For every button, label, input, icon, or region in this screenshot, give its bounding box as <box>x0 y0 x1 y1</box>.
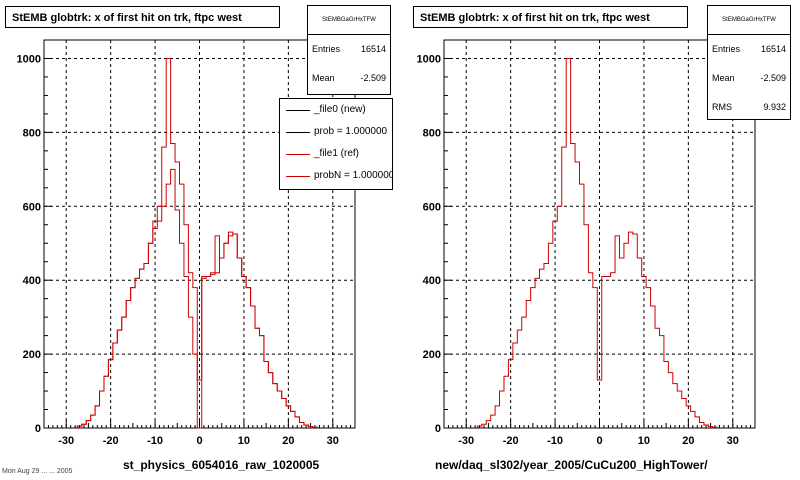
stats-box: StEMBGaGrHxTFW Entries 16514 Mean -2.509 <box>307 5 391 95</box>
stats-value: 16514 <box>360 44 386 54</box>
x-tick-label: 30 <box>727 435 739 447</box>
chart-title: StEMB globtrk: x of first hit on trk, ft… <box>413 6 688 28</box>
y-tick-label: 600 <box>423 201 441 213</box>
legend-swatch <box>286 132 310 133</box>
stats-label: Mean <box>712 73 735 83</box>
x-tick-label: -30 <box>58 435 74 447</box>
x-tick-label: -20 <box>103 435 119 447</box>
x-tick-label: -20 <box>503 435 519 447</box>
x-tick-label: 0 <box>196 435 202 447</box>
x-tick-label: 20 <box>282 435 294 447</box>
y-tick-label: 1000 <box>17 53 41 65</box>
stats-value: -2.509 <box>760 73 786 83</box>
stats-box: StEMBGaGrHxTFW Entries 16514 Mean -2.509… <box>707 5 791 120</box>
x-tick-label: 20 <box>682 435 694 447</box>
stats-header: StEMBGaGrHxTFW <box>308 6 390 35</box>
histogram-series-line <box>476 57 718 428</box>
legend-swatch <box>286 154 310 155</box>
legend-item: _file1 (ref) <box>280 143 392 165</box>
stats-row-entries: Entries 16514 <box>308 35 390 64</box>
stats-row-mean: Mean -2.509 <box>308 64 390 93</box>
stats-row-entries: Entries 16514 <box>708 35 790 64</box>
y-tick-label: 0 <box>435 423 441 435</box>
y-tick-label: 400 <box>23 275 41 287</box>
x-tick-label: 0 <box>596 435 602 447</box>
legend-label: prob = 1.000000 <box>314 126 388 137</box>
stats-label: Entries <box>312 44 341 54</box>
x-tick-label: -10 <box>547 435 563 447</box>
legend-label: _file0 (new) <box>314 104 366 115</box>
timestamp-footer: Mon Aug 29 ... ... 2005 <box>2 468 73 475</box>
y-tick-label: 600 <box>23 201 41 213</box>
stats-value: 9.932 <box>763 102 786 112</box>
x-axis-title: st_physics_6054016_raw_1020005 <box>123 458 320 472</box>
legend-item: probN = 1.000000 <box>280 165 392 187</box>
legend-item: _file0 (new) <box>280 99 392 121</box>
y-tick-label: 1000 <box>417 53 441 65</box>
stats-label: Mean <box>312 73 335 83</box>
y-tick-label: 400 <box>423 275 441 287</box>
histogram-panel-right: -30 -20 -10 0 10 20 30 0 200 400 600 800 1000 StEMB … <box>400 0 800 480</box>
y-tick-label: 800 <box>23 127 41 139</box>
x-tick-label: 10 <box>638 435 650 447</box>
stats-value: 16514 <box>760 44 786 54</box>
x-axis-title: new/daq_sl302/year_2005/CuCu200_HighTowe… <box>435 458 708 472</box>
x-tick-label: 10 <box>238 435 250 447</box>
legend: _file0 (new) prob = 1.000000 _file1 (ref… <box>279 98 393 190</box>
y-tick-label: 0 <box>35 423 41 435</box>
legend-label: probN = 1.000000 <box>314 170 393 181</box>
legend-label: _file1 (ref) <box>314 148 360 159</box>
histogram-plot-right: -30 -20 -10 0 10 20 30 0 200 400 600 800 1000 <box>417 39 756 447</box>
x-tick-label: 30 <box>327 435 339 447</box>
x-tick-label: -10 <box>147 435 163 447</box>
stats-row-mean: Mean -2.509 <box>708 64 790 93</box>
stats-row-rms: RMS 9.932 <box>708 93 790 122</box>
legend-swatch <box>286 176 310 177</box>
stats-label: RMS <box>712 102 732 112</box>
x-tick-label: -30 <box>458 435 474 447</box>
y-tick-label: 200 <box>23 349 41 361</box>
stats-value: -2.509 <box>360 73 386 83</box>
legend-item: prob = 1.000000 <box>280 121 392 143</box>
chart-title: StEMB globtrk: x of first hit on trk, ft… <box>5 6 280 28</box>
stats-label: Entries <box>712 44 741 54</box>
y-tick-label: 200 <box>423 349 441 361</box>
histogram-panel-left: -30 -20 -10 0 10 20 30 0 200 400 600 800 1000 StEMB … <box>5 5 393 472</box>
histogram-series-line <box>76 57 318 428</box>
stats-header: StEMBGaGrHxTFW <box>708 6 790 35</box>
legend-swatch <box>286 110 310 111</box>
y-tick-label: 800 <box>423 127 441 139</box>
